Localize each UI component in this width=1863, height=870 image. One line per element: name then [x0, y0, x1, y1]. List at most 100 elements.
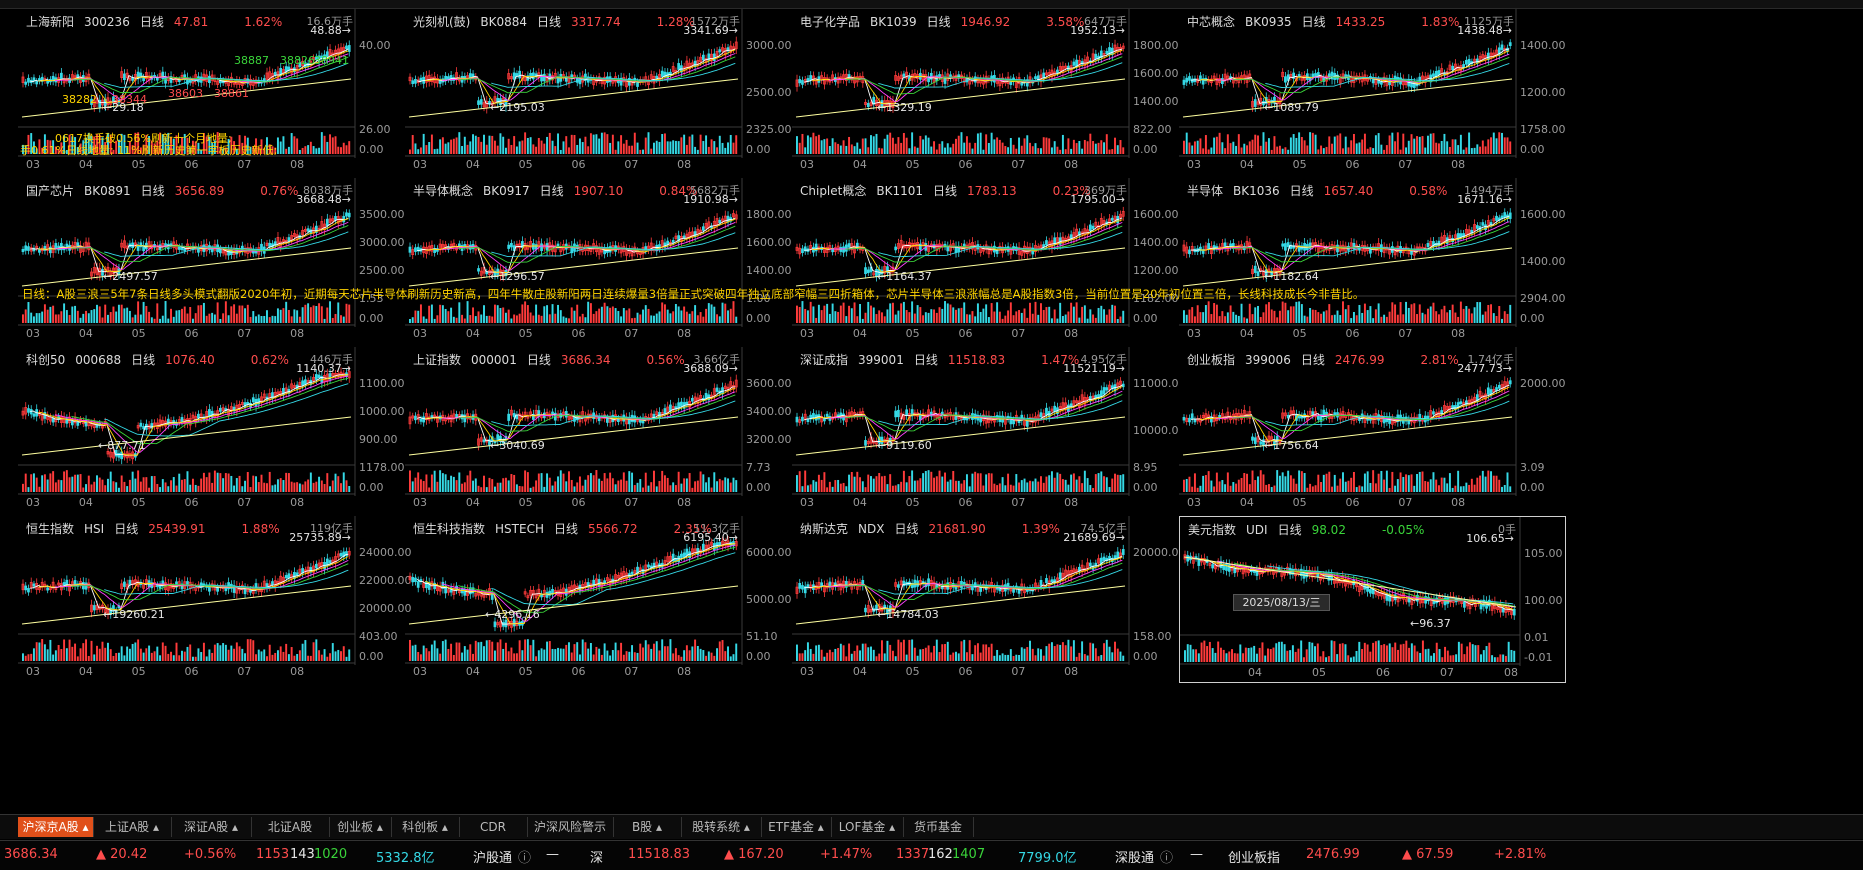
y-axis-tick: 6000.00 [746, 546, 792, 559]
price-value: 47.81 [174, 15, 208, 29]
stock-name: 电子化学品 [800, 15, 860, 29]
y-axis-tick: 1400.00 [1520, 255, 1566, 268]
high-marker: 2477.73→ [1457, 362, 1512, 375]
x-axis-month: 06 [185, 665, 199, 678]
x-axis-month: 08 [1451, 327, 1465, 340]
volume-axis-tick: 0.00 [359, 481, 384, 494]
x-axis-month: 07 [1011, 496, 1025, 509]
tab-6[interactable]: CDR [459, 817, 528, 837]
x-axis-month: 03 [413, 327, 427, 340]
x-axis-month: 06 [185, 158, 199, 171]
tab-9[interactable]: 股转系统 ▴ [681, 817, 762, 837]
volume-axis-tick: 0.00 [1133, 143, 1158, 156]
sh-change: ▲ 20.42 [96, 847, 147, 862]
price-label: 38941 [314, 54, 349, 67]
stock-code: BK1101 [876, 184, 923, 198]
x-axis-month: 03 [800, 327, 814, 340]
high-marker: 1671.16→ [1457, 193, 1512, 206]
stock-name: 半导体 [1187, 184, 1223, 198]
x-axis-month: 05 [132, 496, 146, 509]
x-axis-month: 05 [1293, 496, 1307, 509]
x-axis-month: 04 [466, 327, 480, 340]
tab-0[interactable]: 沪深京A股 ▴ [18, 817, 94, 837]
x-axis-month: 03 [800, 665, 814, 678]
volume-axis-tick: 8.95 [1133, 461, 1158, 474]
price-value: 25439.91 [148, 522, 205, 536]
tab-10[interactable]: ETF基金 ▴ [761, 817, 832, 837]
tab-8[interactable]: B股 ▴ [613, 817, 682, 837]
volume-axis-tick: 0.00 [359, 143, 384, 156]
hgt-value: — [546, 847, 559, 862]
hgt-label[interactable]: 沪股通 [473, 847, 512, 866]
stock-code: 399001 [858, 353, 904, 367]
x-axis-month: 04 [1240, 496, 1254, 509]
x-axis-month: 05 [1293, 158, 1307, 171]
period-label: 日线 [894, 522, 918, 536]
volume-axis-tick: 3.09 [1520, 461, 1545, 474]
sgt-label[interactable]: 深股通 [1115, 847, 1154, 866]
stock-name: 纳斯达克 [800, 522, 848, 536]
low-marker: ←2195.03 [490, 101, 545, 114]
tab-11[interactable]: LOF基金 ▴ [831, 817, 904, 837]
period-label: 日线 [554, 522, 578, 536]
price-value: 1657.40 [1324, 184, 1374, 198]
stock-name: 深证成指 [800, 353, 848, 367]
stock-code: 399006 [1245, 353, 1291, 367]
price-label: 38282 [62, 93, 97, 106]
low-marker: ←4296.16 [485, 608, 540, 621]
sz-label: 深 [590, 847, 603, 866]
y-axis-tick: 3000.00 [746, 39, 792, 52]
x-axis-month: 04 [853, 158, 867, 171]
tab-7[interactable]: 沪深风险警示 [527, 817, 614, 837]
x-axis-month: 03 [413, 665, 427, 678]
period-label: 日线 [140, 15, 164, 29]
change-percent: 1.83% [1421, 15, 1459, 29]
x-axis-month: 07 [237, 327, 251, 340]
x-axis-month: 05 [519, 327, 533, 340]
tab-12[interactable]: 货币基金 [903, 817, 974, 837]
high-marker: 1795.00→ [1070, 193, 1125, 206]
low-marker: ←1182.64 [1264, 270, 1319, 283]
x-axis-month: 05 [132, 327, 146, 340]
help-icon[interactable]: ⓘ [518, 847, 531, 866]
x-axis-month: 03 [413, 496, 427, 509]
period-label: 日线 [933, 184, 957, 198]
x-axis-month: 04 [466, 665, 480, 678]
x-axis-month: 05 [132, 158, 146, 171]
y-axis-tick: 3600.00 [746, 377, 792, 390]
y-axis-tick: 10000.0 [1133, 424, 1179, 437]
tab-1[interactable]: 上证A股 ▴ [93, 817, 172, 837]
sz-flat-count: 162 [928, 847, 953, 862]
tab-3[interactable]: 北证A股 [251, 817, 330, 837]
x-axis-month: 03 [26, 327, 40, 340]
help-icon-2[interactable]: ⓘ [1160, 847, 1173, 866]
tab-5[interactable]: 科创板 ▴ [391, 817, 460, 837]
tab-2[interactable]: 深证A股 ▴ [171, 817, 252, 837]
y-axis-tick: 1000.00 [359, 405, 405, 418]
tab-4[interactable]: 创业板 ▴ [329, 817, 392, 837]
change-percent: 1.62% [244, 15, 282, 29]
x-axis-month: 03 [26, 158, 40, 171]
x-axis-month: 07 [624, 327, 638, 340]
volume-axis-tick: 1178.00 [359, 461, 405, 474]
x-axis-month: 03 [413, 158, 427, 171]
x-axis-month: 05 [132, 665, 146, 678]
